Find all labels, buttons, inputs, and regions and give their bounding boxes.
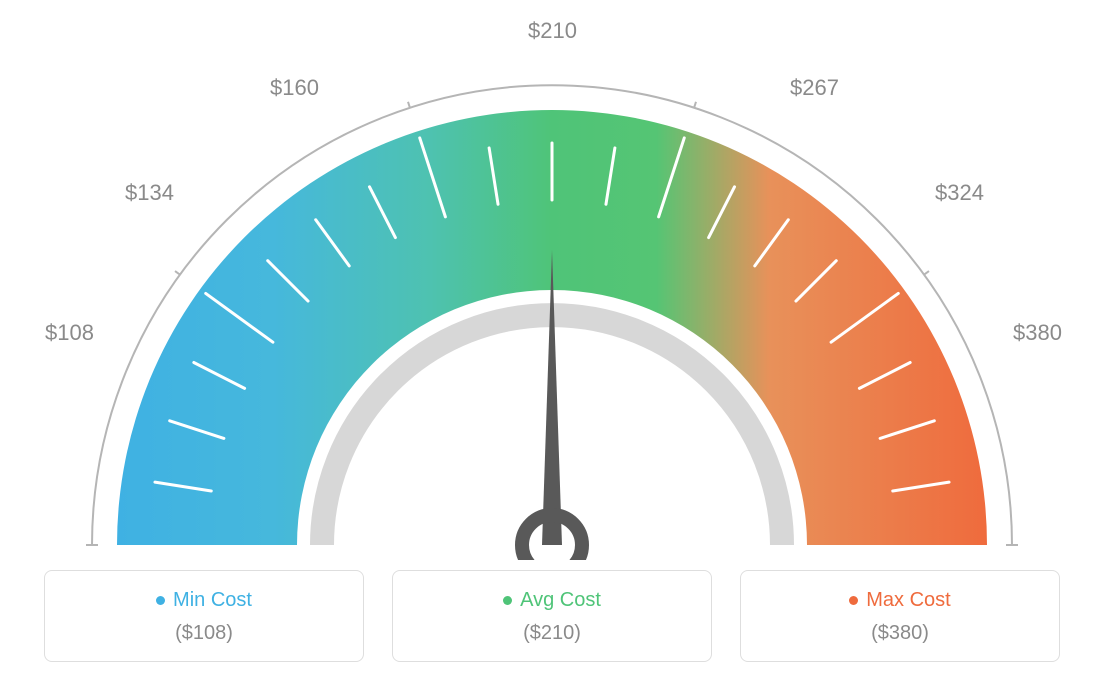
legend-value-min: ($108) xyxy=(45,622,363,645)
legend-card-max: Max Cost ($380) xyxy=(740,570,1060,662)
gauge-scale-label: $380 xyxy=(1013,320,1062,346)
gauge-svg xyxy=(0,0,1104,560)
gauge-scale-label: $210 xyxy=(528,18,577,44)
legend-row: Min Cost ($108) Avg Cost ($210) Max Cost… xyxy=(0,570,1104,662)
legend-value-max: ($380) xyxy=(741,622,1059,645)
legend-label-avg: Avg Cost xyxy=(503,589,601,612)
cost-gauge-chart: $108 $134 $160 $210 $267 $324 $380 xyxy=(0,0,1104,560)
gauge-scale-label: $108 xyxy=(45,320,94,346)
legend-label-max: Max Cost xyxy=(849,589,950,612)
legend-card-avg: Avg Cost ($210) xyxy=(392,570,712,662)
legend-card-min: Min Cost ($108) xyxy=(44,570,364,662)
gauge-scale-label: $160 xyxy=(270,75,319,101)
gauge-scale-label: $134 xyxy=(125,180,174,206)
gauge-scale-label: $324 xyxy=(935,180,984,206)
legend-label-min: Min Cost xyxy=(156,589,252,612)
gauge-scale-label: $267 xyxy=(790,75,839,101)
legend-value-avg: ($210) xyxy=(393,622,711,645)
